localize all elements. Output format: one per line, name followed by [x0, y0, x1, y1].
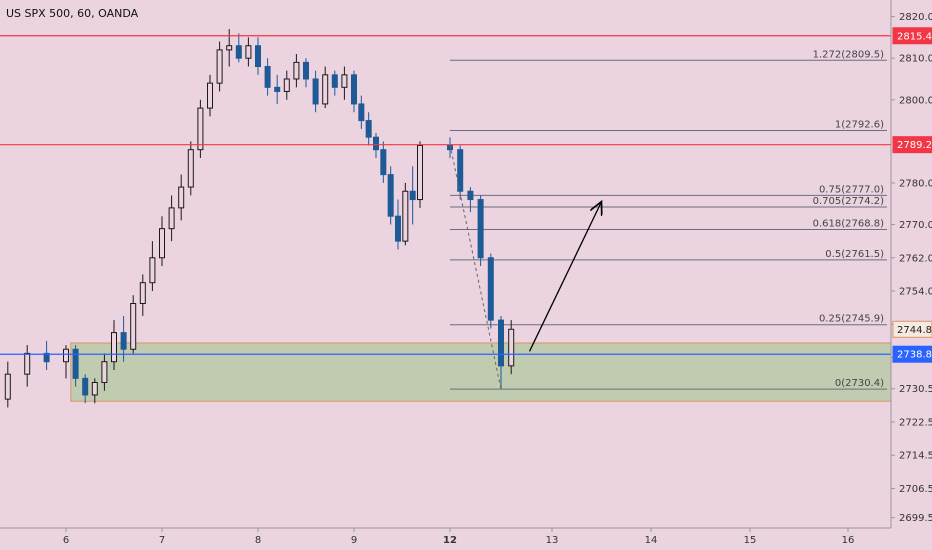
y-tick-label: 2810.0 — [899, 54, 932, 65]
candle-body — [91, 381, 98, 396]
price-tag-label: 2738.8 — [897, 350, 932, 361]
candle-body — [235, 45, 242, 59]
candle-body — [293, 61, 300, 80]
fib-label: 0.618(2768.8) — [813, 218, 885, 229]
x-tick-label: 6 — [63, 535, 69, 546]
candle-body — [283, 78, 290, 92]
candle-body — [72, 348, 79, 379]
y-tick-label: 2770.0 — [899, 220, 932, 231]
price-tag-box — [892, 320, 932, 338]
candle-body — [380, 149, 387, 176]
candlesticks — [4, 29, 515, 408]
price-tag-label: 2744.8 — [897, 325, 932, 336]
y-tick-label: 2820.0 — [899, 12, 932, 23]
candle-body — [402, 190, 409, 242]
y-tick-label: 2722.5 — [899, 417, 932, 428]
y-tick-label: 2730.5 — [899, 384, 932, 395]
candle-body — [149, 257, 156, 284]
candle-body — [358, 103, 365, 122]
candle-body — [322, 74, 329, 105]
price-tag-box — [892, 136, 932, 154]
fib-label: 1(2792.6) — [835, 120, 884, 131]
price-tags: 2744.8 2815.4 2789.2 2738.8 — [892, 27, 932, 363]
candle-body — [130, 302, 137, 350]
candle-body — [226, 45, 233, 51]
candle-body — [373, 136, 379, 151]
candle-body — [207, 82, 213, 109]
candle-body — [409, 190, 416, 201]
x-tick-label: 7 — [159, 535, 165, 546]
candle-body — [457, 149, 464, 192]
candle-body — [4, 373, 11, 400]
y-tick-label: 2699.5 — [899, 513, 932, 524]
x-tick-label: 14 — [645, 535, 658, 546]
candle-body — [216, 49, 223, 84]
candle-body — [264, 66, 271, 88]
candle-body — [245, 45, 252, 59]
chart-title: US SPX 500, 60, OANDA — [6, 7, 139, 20]
candle-body — [168, 207, 175, 230]
x-tick-label: 15 — [744, 535, 757, 546]
price-tag-box — [892, 27, 932, 45]
candle-body — [63, 348, 69, 363]
candle-body — [395, 215, 401, 242]
candle-body — [24, 352, 31, 375]
fib-label: 0.75(2777.0) — [819, 184, 884, 195]
x-axis-ticks[interactable]: 6 7 8 9 12 13 14 15 16 — [63, 528, 855, 546]
y-tick-label: 2800.0 — [899, 95, 932, 106]
fib-label: 0.25(2745.9) — [819, 314, 884, 325]
y-tick-label: 2754.0 — [899, 287, 932, 298]
x-tick-label: 16 — [842, 535, 855, 546]
candle-body — [159, 228, 165, 259]
support-zone — [70, 342, 892, 402]
candle-body — [274, 86, 281, 92]
candle-body — [82, 377, 89, 396]
candle-body — [197, 107, 204, 151]
candle-body — [101, 361, 108, 383]
candle-body — [387, 174, 394, 217]
y-tick-label: 2714.5 — [899, 451, 932, 462]
price-tag-box — [892, 345, 932, 363]
price-tag-label: 2789.2 — [897, 140, 932, 151]
y-tick-label: 2762.0 — [899, 253, 932, 264]
candle-body — [139, 282, 146, 304]
candle-body — [120, 332, 127, 350]
candle-body — [508, 328, 515, 367]
candle-body — [341, 74, 348, 88]
price-tag-label: 2815.4 — [897, 31, 932, 42]
candle-body — [477, 199, 484, 259]
candle-body — [187, 149, 194, 188]
x-tick-label: 8 — [255, 535, 261, 546]
candle-body — [111, 332, 117, 363]
projection-arrow[interactable] — [528, 202, 602, 352]
candle-body — [351, 74, 357, 105]
candle-body — [43, 352, 50, 363]
y-tick-label: 2780.0 — [899, 178, 932, 189]
candle-body — [312, 78, 319, 105]
y-tick-label: 2706.5 — [899, 484, 932, 495]
candle-body — [467, 190, 474, 201]
candle-body — [417, 145, 423, 201]
x-tick-label: 12 — [443, 535, 457, 546]
x-tick-label: 13 — [546, 535, 559, 546]
fib-label: 0(2730.4) — [835, 378, 884, 389]
fib-levels: 1.272(2809.5) 1(2792.6) 0.75(2777.0)0.705(… — [450, 49, 887, 390]
candle-body — [303, 61, 309, 80]
candle-body — [178, 186, 185, 209]
price-lines — [0, 35, 891, 355]
fib-label: 1.272(2809.5) — [813, 49, 885, 60]
candle-body — [498, 319, 504, 367]
x-tick-label: 9 — [351, 535, 357, 546]
candle-body — [255, 45, 261, 68]
fib-label: 0.705(2774.2) — [813, 196, 885, 207]
candle-body — [487, 257, 494, 321]
candle-body — [331, 74, 338, 88]
fib-label: 0.5(2761.5) — [825, 249, 884, 260]
candle-body — [365, 120, 372, 138]
